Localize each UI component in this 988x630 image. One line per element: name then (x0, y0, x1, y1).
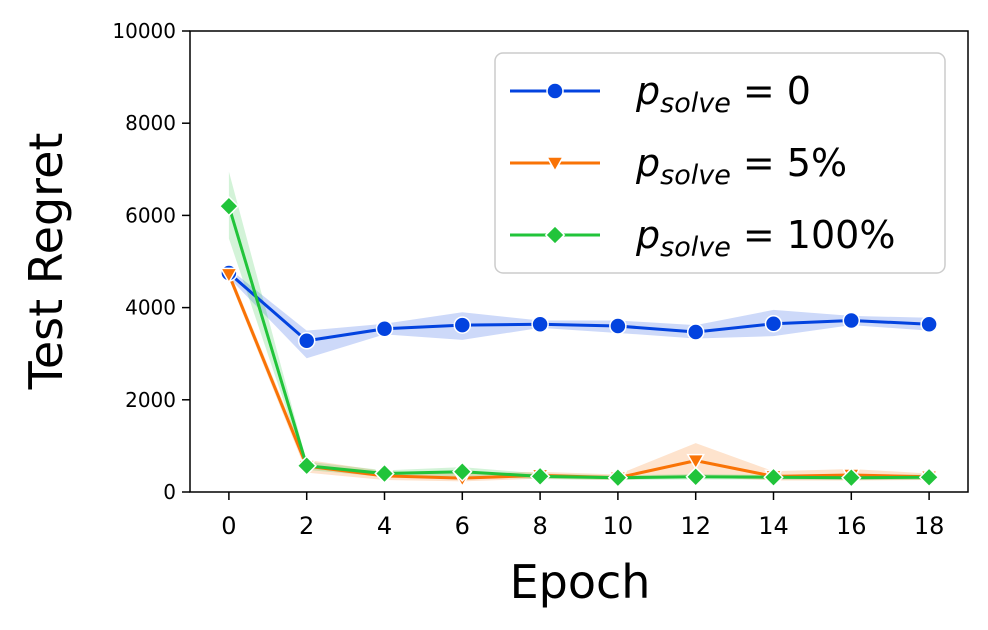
data-point-diamond (296, 455, 317, 476)
data-point-circle (531, 315, 549, 333)
legend-box (494, 52, 946, 274)
x-tick-label: 14 (758, 512, 789, 540)
y-tick-label: 4000 (125, 296, 176, 320)
y-tick-label: 2000 (125, 388, 176, 412)
y-tick-label: 10000 (112, 19, 176, 43)
x-tick-label: 4 (377, 512, 392, 540)
data-point-diamond (452, 461, 473, 482)
x-tick-label: 10 (603, 512, 634, 540)
data-point-circle (453, 316, 472, 334)
data-point-circle (920, 315, 938, 333)
x-axis-label: Epoch (510, 555, 651, 609)
data-point-diamond (218, 195, 240, 217)
data-point-circle (686, 323, 705, 341)
y-axis-ticks: 0 2000 4000 6000 8000 10000 (112, 19, 190, 504)
y-tick-label: 0 (163, 480, 176, 504)
legend: psolve = 0 psolve = 5% psolve = 100% (494, 52, 946, 274)
line-series-1 (227, 271, 930, 343)
confidence-band-series-1 (228, 268, 930, 359)
y-tick-label: 8000 (125, 111, 176, 135)
x-tick-label: 0 (221, 512, 236, 540)
legend-label: psolve = 5% (635, 141, 847, 191)
y-tick-label: 6000 (125, 203, 176, 227)
data-point-diamond (841, 467, 862, 488)
confidence-bands (228, 171, 930, 482)
x-tick-label: 8 (532, 512, 547, 540)
legend-label: psolve = 0 (635, 69, 811, 119)
x-tick-label: 12 (680, 512, 711, 540)
data-point-circle (546, 82, 564, 100)
data-point-diamond (529, 466, 551, 487)
plot-frame (189, 30, 969, 493)
data-point-triangle (686, 453, 705, 471)
data-point-diamond (685, 466, 706, 488)
data-point-diamond (763, 466, 784, 488)
data-point-triangle (219, 267, 239, 284)
data-point-circle (842, 311, 861, 330)
data-point-circle (297, 332, 316, 350)
data-point-diamond (607, 467, 629, 488)
data-point-triangle (545, 156, 565, 173)
line-series-3 (227, 205, 930, 480)
data-point-diamond (918, 466, 940, 488)
x-tick-label: 18 (914, 512, 945, 540)
series-lines (227, 205, 930, 480)
data-point-diamond (544, 224, 566, 246)
x-tick-label: 16 (836, 512, 867, 540)
x-tick-label: 6 (455, 512, 470, 540)
data-point-circle (764, 314, 783, 333)
data-point-circle (375, 320, 394, 338)
data-point-diamond (374, 463, 395, 484)
legend-label: psolve = 100% (635, 213, 895, 263)
series-markers (218, 195, 940, 488)
data-point-circle (609, 317, 627, 335)
x-axis-ticks: 0 2 4 6 8 10 12 14 16 18 (221, 492, 944, 540)
y-axis-label: Test Regret (19, 133, 73, 391)
x-tick-label: 2 (299, 512, 314, 540)
